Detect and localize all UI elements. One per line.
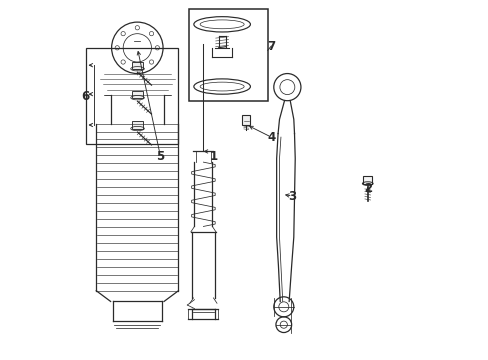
Text: 5: 5 — [156, 150, 164, 163]
Bar — [132, 121, 143, 129]
Text: 7: 7 — [266, 40, 275, 53]
FancyBboxPatch shape — [242, 114, 250, 125]
Bar — [132, 91, 143, 98]
Bar — [189, 9, 267, 102]
Text: 1: 1 — [210, 150, 218, 163]
Text: 2: 2 — [363, 183, 371, 195]
Bar — [132, 62, 143, 69]
Text: 4: 4 — [266, 131, 275, 144]
Bar — [363, 176, 371, 184]
Bar — [85, 48, 178, 144]
Text: 6: 6 — [81, 90, 89, 103]
Text: 3: 3 — [288, 190, 296, 203]
